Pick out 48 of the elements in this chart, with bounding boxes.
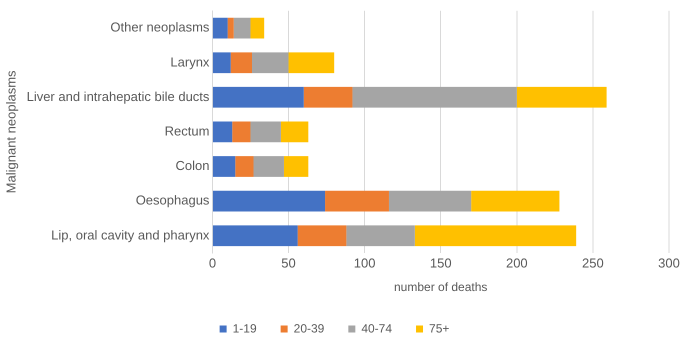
bar: [250, 122, 281, 142]
bar: [280, 122, 308, 142]
bar: [325, 190, 389, 212]
x-tick-label: 50: [281, 255, 296, 270]
bar: [212, 225, 298, 246]
x-tick-label: 200: [506, 255, 528, 270]
bar: [516, 86, 607, 108]
bar: [250, 18, 264, 38]
y-tick-label: Lip, oral cavity and pharynx: [51, 227, 210, 242]
x-axis-title: number of deaths: [394, 280, 488, 294]
bar: [228, 18, 234, 38]
y-tick-label: Colon: [175, 158, 210, 174]
bar: [212, 86, 304, 108]
y-tick-label: Larynx: [170, 54, 210, 70]
bar: [212, 18, 228, 38]
bar: [252, 52, 289, 74]
bar: [414, 225, 576, 246]
bar: [284, 156, 308, 177]
x-tick-label: 100: [354, 255, 376, 270]
legend-label: 40-74: [361, 321, 392, 336]
x-tick-label: 300: [658, 255, 680, 270]
bar: [230, 52, 252, 74]
legend-label: 1-19: [232, 321, 257, 336]
y-tick-label: Liver and intrahepatic bile ducts: [26, 88, 210, 104]
y-tick-label: Rectum: [164, 123, 210, 138]
y-axis-title: Malignant neoplasms: [3, 70, 18, 194]
bar: [352, 86, 517, 108]
bar: [288, 52, 334, 74]
bar: [304, 86, 352, 108]
legend-label: 20-39: [294, 321, 325, 336]
bar: [212, 156, 236, 177]
bar: [212, 122, 232, 142]
x-tick-label: 0: [208, 255, 216, 270]
bar: [388, 190, 472, 212]
y-tick-label: Other neoplasms: [110, 20, 210, 35]
bar: [471, 190, 560, 212]
bar: [346, 225, 415, 246]
x-tick-label: 250: [582, 255, 604, 270]
bar: [254, 156, 284, 177]
bar: [235, 156, 254, 177]
bar: [234, 18, 250, 38]
legend-label: 75+: [429, 321, 450, 336]
y-tick-label: Oesophagus: [136, 192, 210, 208]
bar: [212, 52, 231, 74]
bar: [232, 122, 250, 142]
bar: [298, 225, 346, 246]
x-tick-label: 150: [430, 255, 452, 270]
bar: [212, 190, 326, 212]
